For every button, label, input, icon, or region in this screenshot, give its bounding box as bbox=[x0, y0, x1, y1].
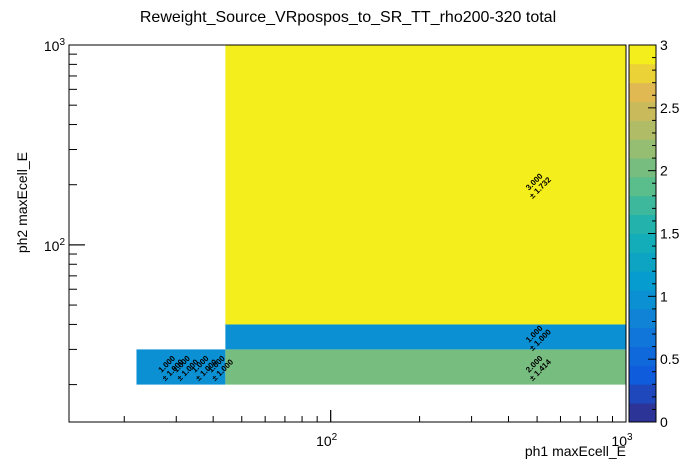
heatmap-cell bbox=[225, 324, 626, 350]
heatmap-cell bbox=[136, 349, 226, 385]
x-axis-label: ph1 maxEcell_E bbox=[525, 443, 626, 459]
y-tick-label: 102 bbox=[44, 237, 66, 254]
y-axis-label: ph2 maxEcell_E bbox=[14, 152, 30, 253]
color-scale-segment bbox=[629, 101, 656, 121]
color-scale-segment bbox=[629, 271, 656, 291]
color-scale-segment bbox=[629, 139, 656, 159]
color-scale-axis: 0 0.5 1 1.5 2 2.5 3 bbox=[648, 37, 680, 430]
z-tick-label: 1.5 bbox=[660, 226, 680, 242]
color-scale-segment bbox=[629, 63, 656, 84]
color-scale-segment bbox=[629, 176, 656, 197]
color-scale-segment bbox=[629, 158, 656, 178]
z-tick-label: 0 bbox=[660, 414, 668, 430]
color-scale-segment bbox=[629, 252, 656, 272]
color-scale-segment bbox=[629, 308, 656, 329]
color-scale-segment bbox=[629, 403, 656, 423]
y-axis: 102 103 bbox=[44, 37, 85, 386]
z-tick-label: 2.5 bbox=[660, 100, 680, 116]
z-tick-label: 0.5 bbox=[660, 351, 680, 367]
color-scale-segment bbox=[629, 327, 656, 347]
z-tick-label: 1 bbox=[660, 288, 668, 304]
color-scale-bar bbox=[628, 44, 657, 423]
color-scale-segment bbox=[629, 384, 656, 404]
color-scale-segment bbox=[629, 45, 656, 65]
color-scale-segment bbox=[629, 214, 656, 234]
z-tick-label: 2 bbox=[660, 163, 668, 179]
heatmap-cells bbox=[136, 45, 626, 385]
color-scale-segment bbox=[629, 290, 656, 310]
color-scale-segment bbox=[629, 195, 656, 216]
plot-frame bbox=[68, 44, 627, 423]
chart-title: Reweight_Source_VRpospos_to_SR_TT_rho200… bbox=[140, 9, 556, 26]
heatmap-cell bbox=[225, 349, 626, 385]
color-scale-segment bbox=[629, 82, 656, 102]
color-scale-segment bbox=[629, 233, 656, 253]
y-tick-label: 103 bbox=[44, 37, 66, 54]
x-tick-label: 102 bbox=[316, 432, 338, 449]
color-scale-segment bbox=[629, 365, 656, 385]
color-scale-segment bbox=[629, 120, 656, 140]
z-tick-label: 3 bbox=[660, 37, 668, 53]
color-scale-segment bbox=[629, 346, 656, 366]
x-axis: 102 103 bbox=[123, 410, 633, 449]
heatmap-cell bbox=[225, 45, 626, 325]
x-tick-label: 103 bbox=[611, 432, 633, 449]
